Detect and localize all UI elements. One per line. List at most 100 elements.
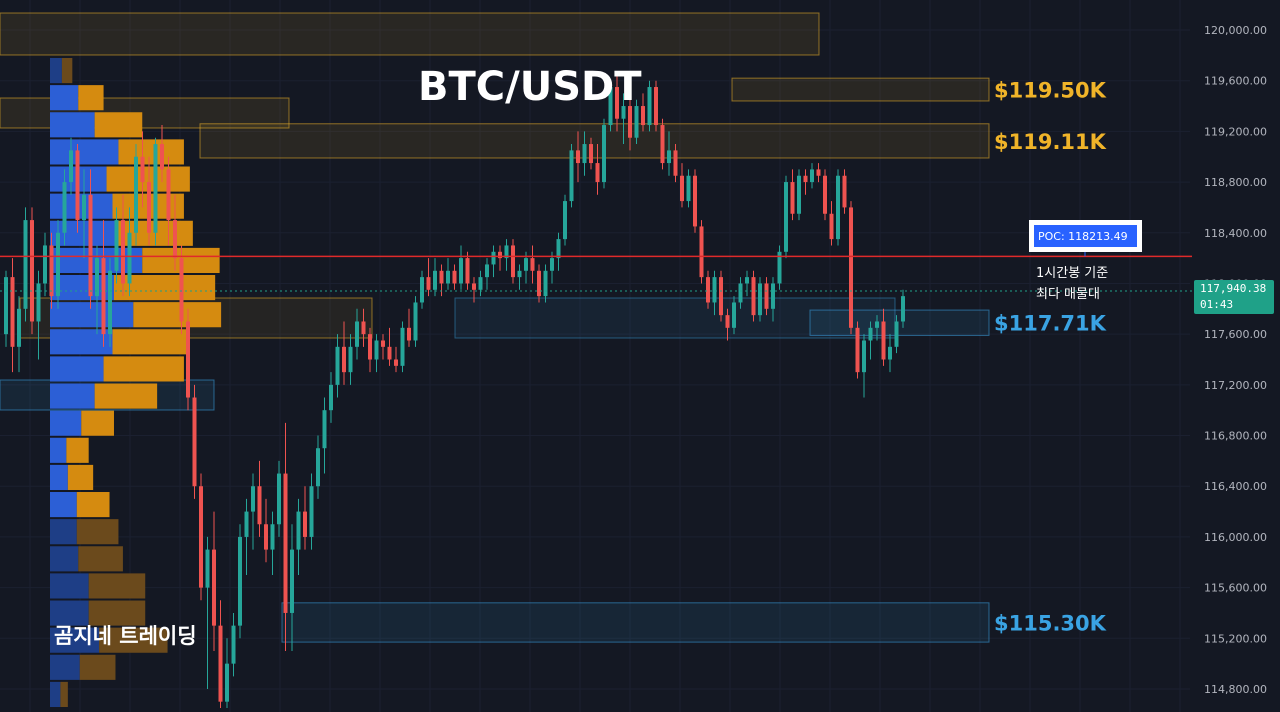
- candle-body: [751, 277, 756, 316]
- candle-body: [387, 346, 392, 360]
- candle-body: [17, 308, 21, 347]
- vp-buy-bar: [50, 573, 89, 599]
- candle-body: [231, 625, 236, 664]
- vp-sell-bar: [94, 112, 143, 138]
- y-tick-label: 114,800.00: [1204, 683, 1267, 696]
- zone-label: $115.30K: [994, 611, 1107, 635]
- zone-box: [199, 123, 990, 159]
- candle-body: [667, 150, 671, 164]
- candle-body: [108, 270, 112, 335]
- candle-body: [888, 346, 892, 360]
- candle-body: [784, 182, 788, 252]
- zone-box-top: [0, 12, 820, 56]
- last-price-countdown: 01:43: [1200, 298, 1233, 311]
- candle-body: [855, 327, 860, 373]
- candle-body: [686, 175, 691, 202]
- candle-body: [342, 346, 346, 373]
- candle-body: [712, 277, 717, 303]
- candle-body: [543, 270, 548, 297]
- candle-body: [56, 232, 60, 297]
- candle-body: [569, 150, 574, 202]
- poc-note-line1: 1시간봉 기준: [1036, 266, 1108, 281]
- candle-body: [673, 150, 678, 176]
- vp-sell-bar: [78, 546, 123, 572]
- candle-body: [699, 226, 704, 278]
- candle-body: [205, 549, 210, 588]
- candle-body: [777, 251, 782, 284]
- candle-body: [504, 245, 509, 259]
- poc-note-line2: 최다 매물대: [1036, 287, 1100, 302]
- vp-sell-bar: [103, 356, 184, 382]
- candle-body: [563, 201, 567, 240]
- candle-body: [75, 150, 80, 221]
- candle-body: [478, 277, 483, 290]
- candle-body: [459, 258, 463, 284]
- candle-body: [745, 277, 749, 284]
- candle-body: [225, 663, 229, 702]
- candle-body: [400, 327, 405, 366]
- vp-sell-bar: [76, 519, 119, 545]
- candle-body: [368, 334, 372, 360]
- vp-sell-bar: [61, 58, 73, 84]
- candle-body: [264, 524, 268, 550]
- candle-body: [621, 106, 626, 119]
- y-tick-label: 119,600.00: [1204, 75, 1267, 88]
- candle-body: [316, 448, 320, 487]
- y-tick-label: 116,400.00: [1204, 480, 1267, 493]
- candle-body: [582, 144, 587, 164]
- vp-sell-bar: [133, 302, 222, 328]
- chart-title: BTC/USDT: [418, 64, 642, 110]
- vp-sell-bar: [76, 492, 110, 518]
- watermark-brand: 곰지네 트레이딩: [54, 624, 197, 648]
- candle-body: [244, 511, 249, 537]
- zone-label: $119.50K: [994, 79, 1107, 103]
- candle-body: [823, 175, 827, 214]
- candle-body: [875, 321, 879, 328]
- candle-body: [413, 302, 418, 341]
- y-tick-label: 116,800.00: [1204, 430, 1267, 443]
- candle-body: [719, 277, 723, 316]
- vp-buy-bar: [50, 464, 68, 491]
- candle-body: [725, 315, 730, 328]
- zone-box: [731, 77, 990, 102]
- vp-buy-bar: [50, 356, 104, 382]
- poc-label: POC: 118213.49: [1038, 230, 1128, 243]
- candle-body: [10, 277, 15, 347]
- candle-body: [82, 194, 86, 221]
- candle-body: [680, 175, 684, 202]
- candle-body: [173, 220, 177, 259]
- candle-body: [732, 302, 736, 328]
- candle-body: [524, 258, 528, 271]
- candle-body: [420, 277, 424, 303]
- candle-body: [127, 232, 132, 284]
- candle-body: [556, 239, 561, 259]
- candle-body: [465, 258, 470, 284]
- candle-body: [374, 340, 379, 360]
- candle-body: [199, 486, 203, 588]
- candle-body: [498, 251, 502, 259]
- candle-body: [121, 220, 125, 284]
- candle-body: [628, 106, 632, 138]
- zone-box: [809, 309, 990, 336]
- candle-body: [842, 175, 847, 208]
- price-axis[interactable]: 120,000.00 119,600.00 119,200.00 118,800.00…: [1204, 24, 1267, 696]
- y-tick-label: 118,800.00: [1204, 176, 1267, 189]
- y-tick-label: 120,000.00: [1204, 24, 1267, 37]
- candle-body: [212, 549, 216, 626]
- vp-buy-bar: [50, 383, 95, 409]
- candle-body: [270, 524, 275, 550]
- candle-body: [472, 283, 476, 290]
- candle-body: [251, 486, 255, 512]
- y-tick-label: 117,200.00: [1204, 379, 1267, 392]
- candle-body: [114, 220, 119, 271]
- candle-body: [829, 213, 834, 240]
- candle-body: [485, 264, 489, 278]
- candle-body: [511, 245, 515, 278]
- candle-body: [706, 277, 710, 303]
- candle-body: [49, 245, 54, 297]
- vp-sell-bar: [118, 139, 184, 165]
- vp-sell-bar: [99, 627, 168, 653]
- zone-labels: $119.50K $119.11K $117.71K $115.30K: [994, 79, 1107, 636]
- vp-sell-bar: [88, 573, 146, 599]
